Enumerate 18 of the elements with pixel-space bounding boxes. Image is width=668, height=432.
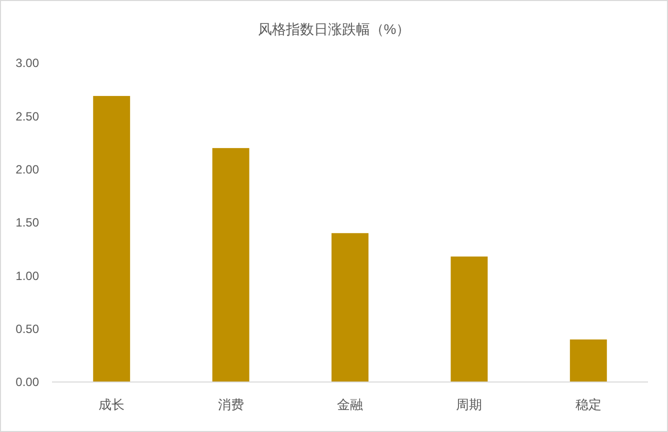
x-tick-label: 周期 bbox=[456, 397, 482, 412]
y-tick-label: 1.50 bbox=[16, 216, 40, 230]
bar bbox=[570, 339, 607, 382]
y-tick-label: 1.00 bbox=[16, 268, 40, 283]
y-tick-label: 0.00 bbox=[16, 375, 40, 390]
x-tick-label: 成长 bbox=[98, 397, 125, 412]
bar bbox=[93, 96, 130, 382]
y-tick-label: 0.50 bbox=[16, 322, 40, 336]
x-tick-label: 金融 bbox=[337, 397, 363, 412]
y-tick-label: 2.50 bbox=[16, 109, 40, 124]
x-tick-label: 消费 bbox=[218, 397, 244, 412]
chart-title: 风格指数日涨跌幅（%） bbox=[258, 21, 410, 37]
bar bbox=[332, 233, 368, 382]
bar bbox=[212, 148, 250, 382]
bar bbox=[450, 256, 488, 382]
y-tick-label: 3.00 bbox=[16, 56, 40, 70]
y-tick-label: 2.00 bbox=[16, 162, 40, 177]
x-tick-label: 稳定 bbox=[575, 397, 602, 412]
